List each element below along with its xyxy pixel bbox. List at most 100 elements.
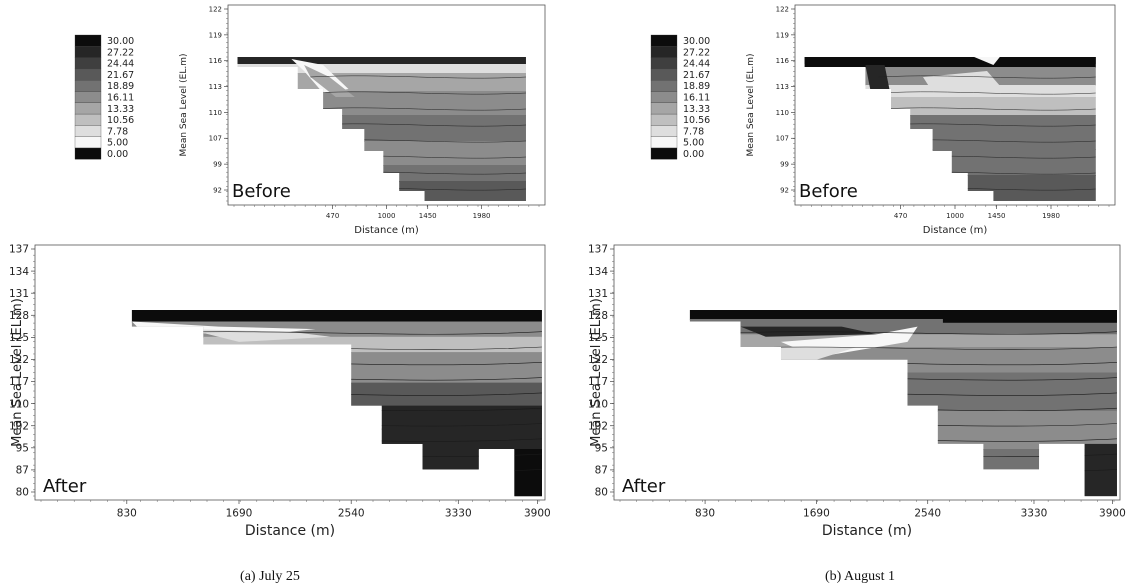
after-label: After [622,476,666,497]
x-axis-label: Distance (m) [354,225,419,236]
after-label: After [43,476,87,497]
plume-band [974,57,1000,65]
x-axis-label: Distance (m) [822,523,912,539]
legend-swatch [650,125,678,137]
y-tick-label: 113 [776,83,789,91]
contour-line [705,331,1117,335]
contour-line [131,469,542,473]
legend-swatch [650,46,678,58]
contour-band [237,141,526,166]
contour-band [237,73,526,92]
legend-swatch [650,147,678,160]
legend-swatch [74,147,102,160]
legend-value: 0.00 [683,149,704,160]
legend-value: 30.00 [107,36,134,47]
legend-value: 5.00 [107,138,128,149]
y-tick-label: 110 [588,398,608,410]
x-tick-label: 470 [326,212,339,220]
y-tick-label: 107 [776,135,789,143]
contour-band [804,115,1096,150]
contour-band [351,382,542,406]
legend-value: 27.22 [107,47,134,58]
y-tick-label: 113 [209,83,222,91]
legend-swatch [650,136,678,149]
x-tick-label: 1690 [226,508,253,520]
y-tick-label: 122 [776,5,789,13]
contour-band [514,449,542,497]
y-tick-label: 87 [16,465,29,477]
contour-layers [689,310,1117,497]
y-tick-label: 92 [213,186,222,194]
x-tick-label: 1690 [803,508,830,520]
x-tick-label: 1000 [946,212,964,220]
y-tick-label: 128 [588,310,608,322]
y-axis-label: Mean Sea Level (EL.m) [746,54,756,157]
legend-swatch [74,91,102,103]
y-tick-label: 87 [595,465,608,477]
y-axis-label: Mean Sea Level (EL.m) [10,298,25,447]
y-tick-label: 116 [209,57,223,65]
legend-value: 7.78 [107,126,128,137]
legend-swatch [650,102,678,115]
before-plot: 122 119 116 113 110 107 99 92 470 1000 1450 1980 Bef… [179,4,546,236]
legend-value: 24.44 [683,59,710,70]
legend-swatch [74,102,102,115]
legend-swatch [650,113,678,126]
legend-value: 7.78 [683,126,704,137]
x-tick-label: 3330 [445,508,472,520]
y-tick-label: 80 [595,487,608,499]
x-axis-label: Distance (m) [923,225,988,236]
after-plot: 137 134 131 128 125 122 117 110 102 95 87 80 830 1690… [9,244,551,539]
x-tick-label: 1000 [378,212,396,220]
contour-band [237,91,526,116]
legend-value: 18.89 [107,81,134,92]
contour-line [878,91,1096,95]
legend-value: 5.00 [683,138,704,149]
x-tick-label: 3900 [1099,508,1126,520]
plume-band [304,65,355,97]
plume-band [188,329,331,342]
legend-swatch [650,68,678,81]
legend-swatch [74,46,102,58]
y-tick-label: 125 [9,332,29,344]
legend-value: 13.33 [107,104,134,115]
contour-line [705,453,1117,457]
contour-line [310,75,526,79]
legend-swatch [650,34,678,47]
x-axis-label: Distance (m) [245,523,335,539]
legend-swatch [650,57,678,70]
y-tick-label: 99 [213,161,222,169]
surface-layer [689,310,1117,319]
legend-swatch [74,57,102,70]
contour-band [131,352,542,384]
y-tick-label: 117 [9,376,29,388]
contour-layers [131,310,542,497]
contour-band [689,449,1117,497]
y-tick-label: 92 [780,186,789,194]
legend-value: 16.11 [683,93,710,104]
y-tick-label: 117 [588,376,608,388]
before-label: Before [232,181,291,202]
x-tick-label: 1450 [419,212,437,220]
contour-line [131,453,542,457]
legend-value: 13.33 [683,104,710,115]
y-tick-label: 116 [776,57,790,65]
y-axis-label: Mean Sea Level (EL.m) [179,54,189,157]
legend-swatch [74,125,102,137]
y-tick-label: 125 [588,332,608,344]
contour-band [1084,443,1117,497]
legend-swatch [74,80,102,92]
x-tick-label: 1450 [988,212,1006,220]
legend-value: 16.11 [107,93,134,104]
contour-band [237,115,526,142]
legend-value: 27.22 [683,47,710,58]
surface-layer [131,310,540,321]
panel-caption: (a) July 25 [240,569,300,584]
y-tick-label: 128 [9,310,29,322]
y-tick-label: 102 [588,420,608,432]
legend-swatch [74,34,102,47]
y-tick-label: 122 [9,354,29,366]
contour-band [804,97,1096,116]
legend-swatch [74,113,102,126]
contour-line [878,107,1096,111]
